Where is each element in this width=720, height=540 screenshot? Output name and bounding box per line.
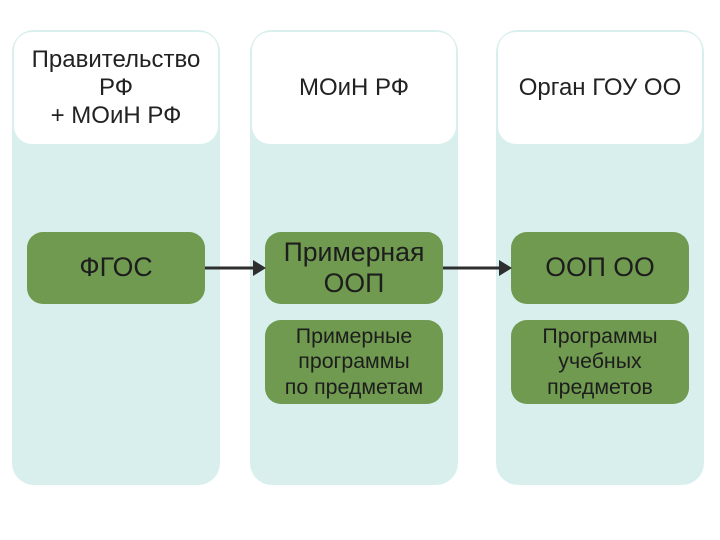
diagram-canvas: Правительство РФ + МОиН РФ МОиН РФ Орган…	[0, 0, 720, 540]
node-text: ООП ОО	[545, 252, 655, 283]
node-programmy-uchebnyh: Программы учебных предметов	[511, 320, 689, 404]
header-moin: МОиН РФ	[252, 32, 456, 144]
node-text: Примерная ООП	[284, 237, 425, 300]
header-gou: Орган ГОУ ОО	[498, 32, 702, 144]
header-text: Орган ГОУ ОО	[519, 74, 682, 102]
node-text: Примерные программы по предметам	[285, 324, 423, 399]
node-fgos: ФГОС	[27, 232, 205, 304]
node-text: Программы учебных предметов	[542, 324, 657, 399]
node-oop-oo: ООП ОО	[511, 232, 689, 304]
node-primernaya-oop: Примерная ООП	[265, 232, 443, 304]
node-primernye-programmy: Примерные программы по предметам	[265, 320, 443, 404]
header-text: Правительство РФ + МОиН РФ	[32, 46, 201, 131]
node-text: ФГОС	[79, 252, 152, 283]
header-government: Правительство РФ + МОиН РФ	[14, 32, 218, 144]
arrow-head-icon	[499, 260, 512, 276]
arrow-line	[205, 267, 255, 270]
arrow-head-icon	[253, 260, 266, 276]
header-text: МОиН РФ	[299, 74, 409, 102]
arrow-line	[443, 267, 501, 270]
